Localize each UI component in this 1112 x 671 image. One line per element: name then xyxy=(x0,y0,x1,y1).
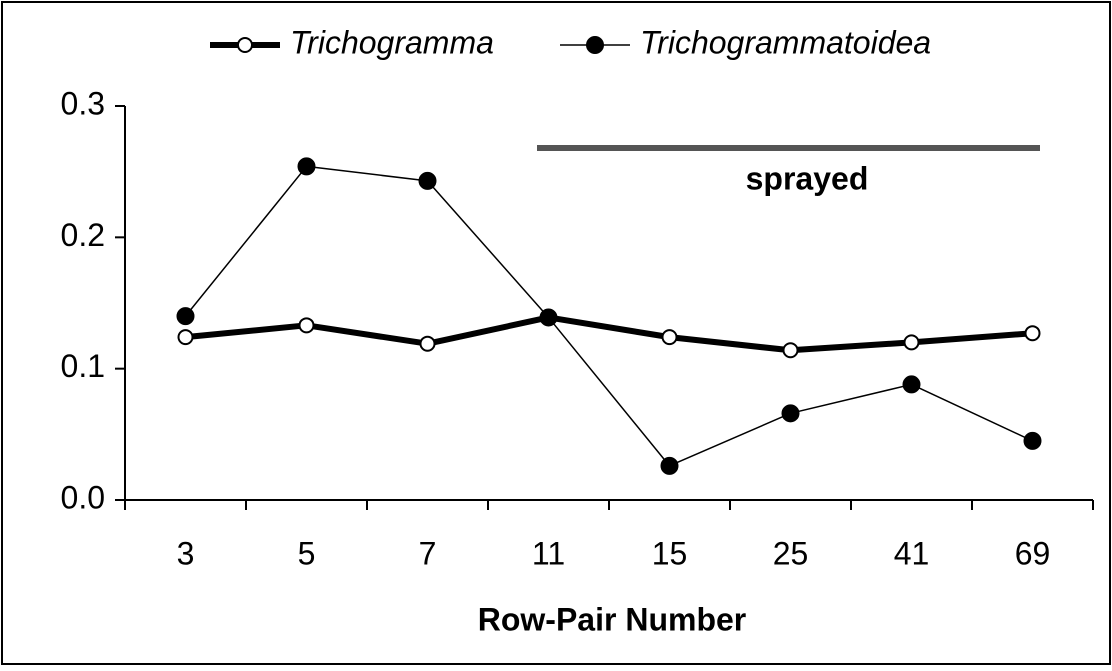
x-tick-label: 15 xyxy=(652,535,688,571)
x-tick-label: 25 xyxy=(773,535,809,571)
x-tick-label: 7 xyxy=(419,535,437,571)
data-point xyxy=(782,342,799,359)
data-point xyxy=(176,307,195,326)
data-point xyxy=(539,308,558,327)
x-tick-label: 41 xyxy=(894,535,930,571)
x-tick-label: 5 xyxy=(298,535,316,571)
data-point xyxy=(781,404,800,423)
data-point xyxy=(418,171,437,190)
data-point xyxy=(1023,431,1042,450)
series-line xyxy=(185,314,1033,354)
data-point xyxy=(419,335,436,352)
legend-marker xyxy=(586,36,604,54)
data-point xyxy=(902,375,921,394)
y-tick-label: 0.3 xyxy=(61,85,105,121)
data-point xyxy=(297,157,316,176)
y-tick-label: 0.2 xyxy=(61,217,105,253)
x-tick-label: 69 xyxy=(1015,535,1051,571)
data-point xyxy=(903,334,920,351)
y-tick-label: 0.0 xyxy=(61,479,105,515)
x-tick-label: 3 xyxy=(177,535,195,571)
legend-label: Trichogrammatoidea xyxy=(640,24,931,60)
data-point xyxy=(298,317,315,334)
series-line xyxy=(184,165,1033,467)
legend-label: Trichogramma xyxy=(290,24,494,60)
data-point xyxy=(660,456,679,475)
data-point xyxy=(177,329,194,346)
legend-marker xyxy=(237,37,253,53)
y-tick-label: 0.1 xyxy=(61,348,105,384)
data-point xyxy=(661,329,678,346)
annotation: sprayed xyxy=(746,160,869,196)
x-tick-label: 11 xyxy=(532,535,565,571)
data-point xyxy=(1024,325,1041,342)
x-axis-label: Row-Pair Number xyxy=(478,601,746,637)
